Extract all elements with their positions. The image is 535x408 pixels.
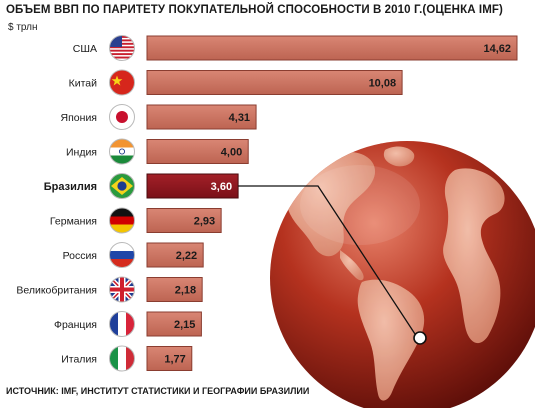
chart-row: Индия 4,00 bbox=[66, 138, 249, 165]
unit-label: $ трлн bbox=[8, 22, 38, 33]
bar bbox=[146, 70, 403, 95]
flag-ring bbox=[109, 345, 135, 372]
russia-flag-icon bbox=[110, 243, 134, 267]
chart-row: Италия 1,77 bbox=[61, 345, 193, 372]
chart-row: Япония 4,31 bbox=[61, 104, 257, 130]
value-label: 1,77 bbox=[164, 354, 185, 366]
bar bbox=[146, 104, 257, 130]
bar-rows: США 14,62 Китай 10,08 Япония 4,31 Индия 4,00 Бра… bbox=[16, 35, 518, 372]
category-label: Россия bbox=[63, 250, 97, 262]
bar bbox=[146, 139, 249, 164]
value-label: 2,93 bbox=[194, 216, 215, 228]
chart-row: Китай 10,08 bbox=[69, 69, 403, 96]
flag-ring bbox=[109, 276, 135, 303]
italy-flag-icon bbox=[110, 346, 134, 371]
category-label: Япония bbox=[61, 112, 97, 124]
category-label: Бразилия bbox=[44, 181, 97, 193]
chart-row: Россия 2,22 bbox=[63, 242, 204, 268]
japan-flag-icon bbox=[110, 105, 134, 129]
chart-row: Бразилия 3,60 bbox=[44, 173, 239, 199]
us-flag-icon bbox=[110, 36, 134, 59]
india-flag-icon bbox=[110, 139, 134, 164]
flag-ring bbox=[109, 311, 135, 337]
flag-ring bbox=[109, 35, 135, 61]
bar-highlighted bbox=[146, 173, 239, 199]
china-flag-icon bbox=[110, 70, 134, 95]
bar bbox=[146, 277, 203, 302]
category-label: Франция bbox=[54, 319, 97, 331]
category-label: США bbox=[73, 43, 97, 55]
chart-row: Германия 2,93 bbox=[50, 207, 222, 234]
category-label: Германия bbox=[50, 216, 97, 228]
flag-ring bbox=[109, 173, 135, 199]
france-flag-icon bbox=[110, 312, 134, 336]
source-note: ИСТОЧНИК: IMF, ИНСТИТУТ СТАТИСТИКИ И ГЕО… bbox=[6, 386, 310, 396]
globe-illustration bbox=[270, 141, 535, 408]
brazil-callout bbox=[238, 185, 427, 345]
bar bbox=[146, 35, 518, 61]
value-label: 3,60 bbox=[211, 181, 232, 193]
callout-marker bbox=[413, 331, 427, 345]
category-label: Великобритания bbox=[16, 285, 97, 297]
category-label: Индия bbox=[66, 147, 97, 159]
flag-ring bbox=[109, 138, 135, 165]
germany-flag-icon bbox=[110, 208, 134, 233]
chart-row: Великобритания 2,18 bbox=[16, 276, 203, 303]
chart-row: США 14,62 bbox=[73, 35, 518, 61]
bar bbox=[146, 311, 202, 337]
flag-ring bbox=[109, 69, 135, 96]
bar bbox=[146, 208, 222, 233]
brazil-flag-icon bbox=[110, 174, 134, 198]
value-label: 10,08 bbox=[369, 78, 397, 90]
bar bbox=[146, 242, 204, 268]
chart-row: Франция 2,15 bbox=[54, 311, 202, 337]
value-label: 14,62 bbox=[483, 43, 511, 55]
flag-ring bbox=[109, 104, 135, 130]
value-label: 4,31 bbox=[229, 112, 250, 124]
globe-highlight bbox=[300, 165, 420, 245]
value-label: 2,18 bbox=[175, 285, 196, 297]
chart-title: ОБЪЕМ ВВП ПО ПАРИТЕТУ ПОКУПАТЕЛЬНОЙ СПОС… bbox=[6, 4, 503, 16]
value-label: 4,00 bbox=[221, 147, 242, 159]
value-label: 2,22 bbox=[176, 250, 197, 262]
bar bbox=[146, 346, 193, 371]
callout-line bbox=[238, 185, 416, 335]
flag-ring bbox=[109, 207, 135, 234]
flag-ring bbox=[109, 242, 135, 268]
category-label: Китай bbox=[69, 78, 98, 90]
category-label: Италия bbox=[61, 354, 97, 366]
uk-flag-icon bbox=[109, 277, 135, 302]
value-label: 2,15 bbox=[174, 319, 195, 331]
